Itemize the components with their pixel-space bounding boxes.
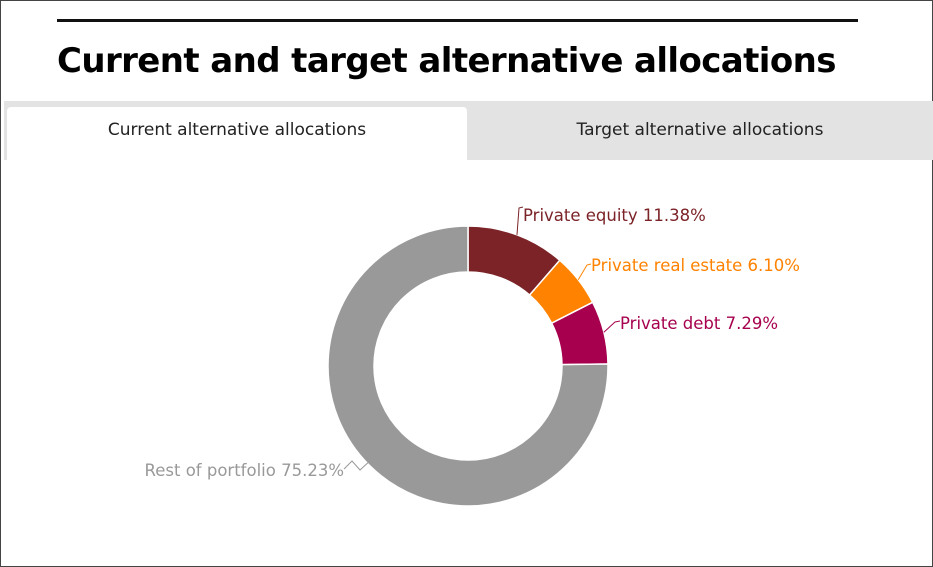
slice-rest-of-portfolio[interactable] [327, 225, 609, 507]
data-label-private-equity: Private equity 11.38% [523, 206, 706, 225]
title-rule [57, 19, 858, 22]
leader-line-private-real-estate [577, 263, 592, 280]
data-label-private-real-estate: Private real estate 6.10% [591, 256, 800, 275]
leader-line-rest-of-portfolio [343, 458, 373, 471]
donut-chart: Private equity 11.38% Private real estate… [145, 206, 800, 507]
tab-current-allocations[interactable]: Current alternative allocations [7, 107, 467, 160]
leader-line-private-debt [603, 320, 621, 333]
data-label-rest-of-portfolio: Rest of portfolio 75.23% [145, 461, 344, 480]
leader-line-private-equity [516, 206, 524, 235]
data-label-private-debt: Private debt 7.29% [620, 314, 778, 333]
page-title: Current and target alternative allocatio… [57, 41, 836, 81]
tab-bar: Current alternative allocations Target a… [4, 101, 933, 160]
tab-target-allocations[interactable]: Target alternative allocations [467, 107, 933, 160]
